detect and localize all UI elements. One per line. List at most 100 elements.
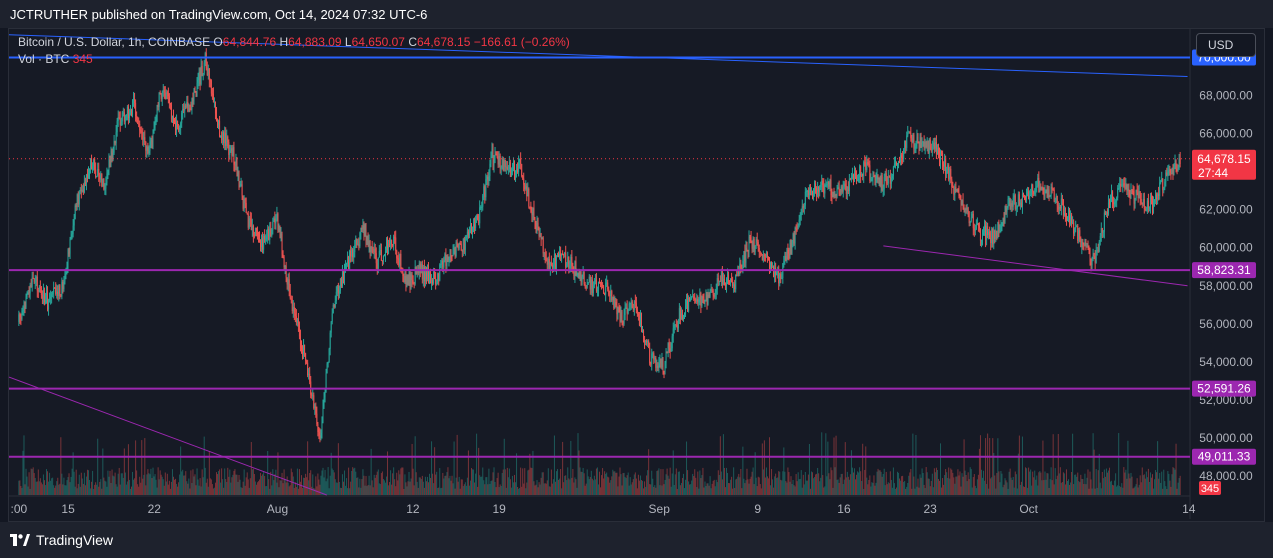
volume-bar [732, 488, 734, 495]
candle-body [236, 159, 238, 177]
volume-bar [98, 486, 100, 495]
candle-body [1088, 248, 1090, 250]
volume-bar [315, 476, 317, 495]
candle-body [315, 406, 317, 414]
candle-body [360, 227, 362, 234]
volume-bar [814, 477, 816, 495]
volume-bar [443, 478, 445, 495]
volume-label[interactable]: Vol · BTC [18, 52, 70, 66]
candle-body [76, 194, 78, 208]
candle-body [747, 250, 749, 252]
candle-body [1023, 197, 1025, 199]
volume-bar [891, 487, 893, 495]
volume-bar [695, 477, 697, 495]
volume-bar [499, 484, 501, 495]
candle-body [583, 272, 585, 285]
volume-bar [55, 485, 57, 495]
candle-body [460, 243, 462, 251]
candle-body [1072, 222, 1074, 224]
trend-line [8, 376, 327, 496]
candle-body [364, 229, 366, 236]
candle-body [643, 331, 645, 340]
volume-bar [865, 446, 867, 495]
volume-bar [127, 444, 129, 495]
volume-bar [887, 482, 889, 495]
volume-bar [228, 476, 230, 495]
tradingview-logo[interactable]: TradingView [10, 532, 113, 548]
candle-body [835, 194, 837, 197]
volume-bar [754, 452, 756, 495]
volume-bar [69, 482, 71, 495]
volume-bar [96, 484, 98, 495]
volume-bar [203, 436, 205, 495]
candle-body [1030, 195, 1032, 197]
volume-bar [1126, 478, 1128, 495]
candle-body [194, 90, 196, 92]
volume-bar [318, 479, 320, 495]
candle-body [542, 237, 544, 254]
volume-bar [879, 470, 881, 495]
volume-bar [911, 488, 913, 495]
volume-bar [367, 484, 369, 495]
candle-body [888, 176, 890, 178]
candle-body [753, 238, 755, 253]
volume-bar [60, 437, 62, 495]
volume-bar [686, 441, 688, 495]
volume-bar [886, 484, 888, 495]
volume-bar [804, 471, 806, 495]
candle-body [381, 260, 383, 262]
volume-bar [1144, 478, 1146, 495]
volume-bar [511, 475, 513, 495]
candle-body [211, 93, 213, 95]
candle-body [887, 176, 889, 184]
volume-bar [604, 471, 606, 495]
volume-bar [376, 471, 378, 495]
volume-bar [653, 486, 655, 495]
volume-bar [1045, 479, 1047, 495]
candle-body [970, 217, 972, 222]
candle-body [1089, 248, 1091, 263]
candle-body [973, 228, 975, 231]
candle-body [112, 152, 114, 160]
candle-body [1111, 191, 1113, 201]
candle-body [478, 219, 480, 224]
volume-bar [689, 484, 691, 495]
volume-bar [1063, 473, 1065, 495]
candle-body [649, 347, 651, 364]
candle-body [916, 136, 918, 145]
volume-bar [733, 467, 735, 495]
volume-bar [734, 487, 736, 495]
volume-bar [601, 475, 603, 495]
currency-selector[interactable]: USD [1196, 33, 1256, 57]
volume-bar [422, 481, 424, 495]
candle-body [538, 226, 540, 237]
volume-bar [1025, 467, 1027, 495]
candle-body [509, 162, 511, 177]
candle-body [227, 136, 229, 143]
publisher-text: JCTRUTHER published on TradingView.com, … [10, 6, 428, 22]
volume-bar [910, 469, 912, 495]
volume-bar [415, 472, 417, 495]
volume-bar [229, 469, 231, 495]
candle-body [226, 136, 228, 146]
candle-body [575, 261, 577, 276]
candle-body [440, 263, 442, 265]
volume-bar [209, 478, 211, 495]
last-price-tag [1192, 149, 1256, 180]
volume-bar [617, 486, 619, 495]
volume-bar [878, 470, 880, 495]
volume-bar [1101, 471, 1103, 495]
volume-bar [192, 469, 194, 495]
volume-bar [330, 452, 332, 495]
candle-body [661, 358, 663, 368]
volume-bar [338, 481, 340, 495]
volume-bar [528, 469, 530, 495]
candle-body [89, 168, 91, 173]
volume-bar [566, 480, 568, 495]
candle-body [346, 263, 348, 265]
chart-area[interactable] [8, 28, 1265, 522]
volume-bar [916, 486, 918, 495]
symbol-label[interactable]: Bitcoin / U.S. Dollar, 1h, COINBASE [18, 35, 211, 49]
candle-body [942, 152, 944, 165]
